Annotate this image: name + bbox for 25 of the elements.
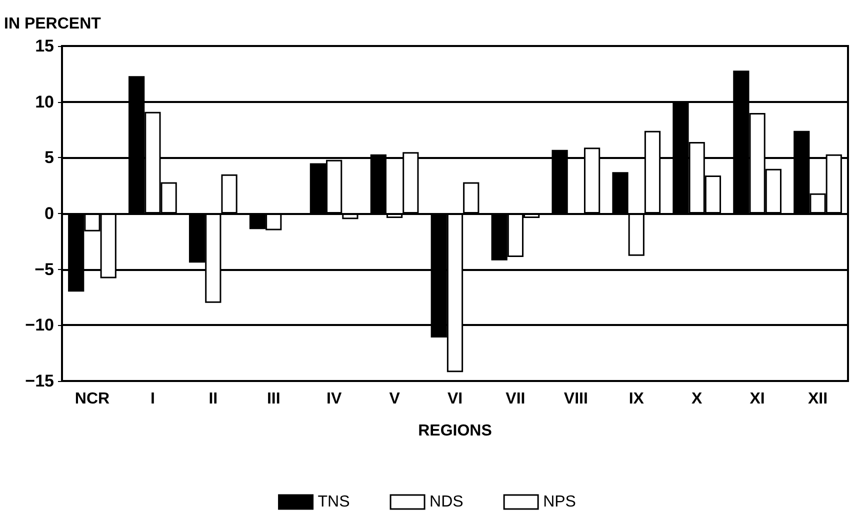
y-tick-label: −15 bbox=[25, 372, 54, 390]
x-tick-label: IV bbox=[326, 390, 342, 408]
x-tick-label: VIII bbox=[564, 390, 588, 408]
y-tick-label: −5 bbox=[34, 260, 54, 279]
x-tick-label: XII bbox=[808, 390, 828, 408]
y-tick-label: 5 bbox=[44, 148, 54, 168]
x-tick-label: IX bbox=[628, 390, 644, 408]
y-tick-label: 15 bbox=[35, 36, 54, 56]
legend-label: NPS bbox=[543, 494, 576, 510]
x-tick-label: X bbox=[692, 390, 703, 408]
x-tick-label: XI bbox=[750, 390, 765, 408]
x-tick-label: III bbox=[266, 390, 280, 408]
x-tick-label: I bbox=[150, 390, 155, 408]
y-tick-label: −10 bbox=[25, 316, 54, 335]
y-tick-label: 0 bbox=[44, 204, 54, 223]
x-tick-label: NCR bbox=[74, 390, 110, 408]
x-tick-label: VII bbox=[506, 390, 526, 408]
x-tick-label: II bbox=[208, 390, 218, 408]
legend-label: NDS bbox=[430, 494, 464, 510]
x-tick-label: V bbox=[389, 390, 400, 408]
y-tick-label: 10 bbox=[35, 92, 54, 112]
x-axis-title: REGIONS bbox=[418, 422, 492, 440]
y-axis-title: IN PERCENT bbox=[4, 16, 102, 32]
x-tick-label: VI bbox=[447, 390, 463, 408]
legend-label: TNS bbox=[318, 494, 350, 510]
